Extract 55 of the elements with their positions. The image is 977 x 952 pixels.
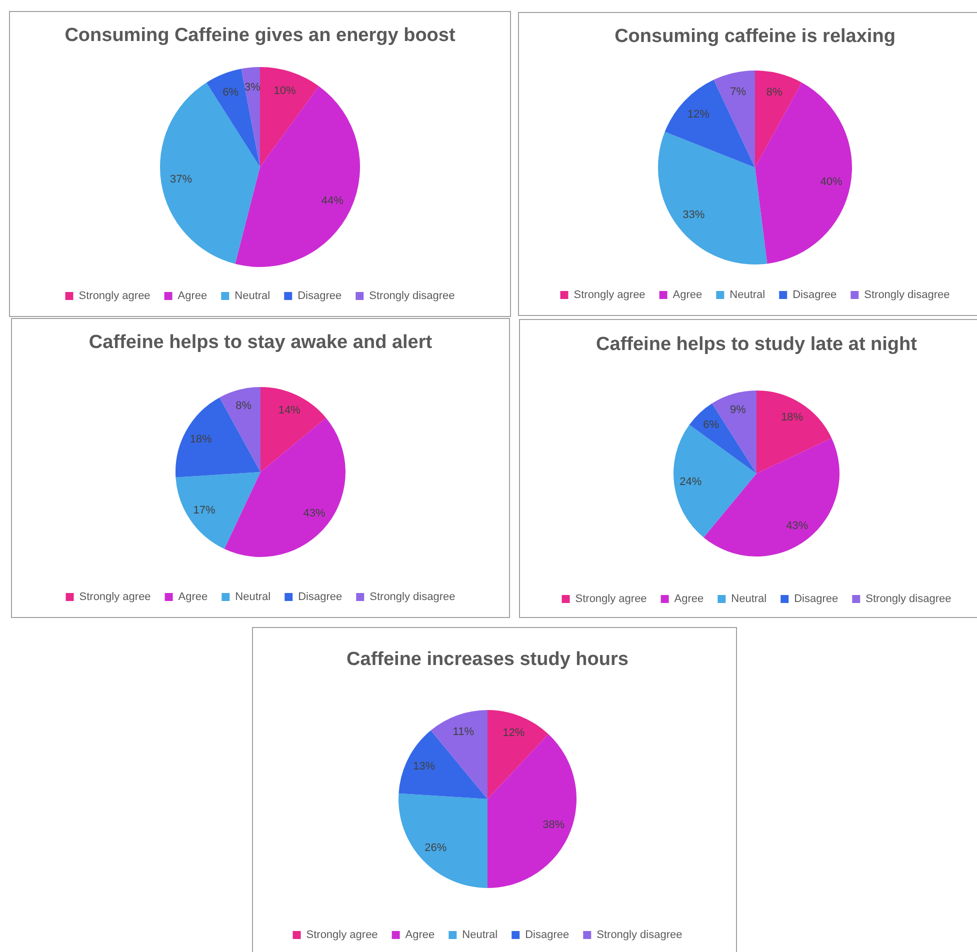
data-label: 11%: [452, 726, 474, 738]
legend-label: Strongly disagree: [596, 929, 682, 942]
legend-label: Strongly agree: [79, 591, 151, 604]
data-label: 12%: [502, 726, 525, 739]
data-label: 10%: [274, 84, 296, 97]
data-label: 8%: [766, 86, 782, 98]
legend-label: Strongly disagree: [864, 289, 950, 302]
data-label: 12%: [687, 108, 710, 120]
legend-label: Disagree: [792, 289, 837, 302]
data-label: 37%: [170, 174, 192, 186]
data-label: 43%: [786, 520, 808, 532]
data-label: 14%: [278, 404, 301, 417]
legend-label: Disagree: [525, 929, 570, 942]
legend-label: Neutral: [462, 929, 498, 942]
legend-label: Agree: [674, 593, 704, 606]
legend-label: Neutral: [235, 591, 271, 604]
data-label: 33%: [682, 209, 705, 222]
legend-label: Agree: [178, 591, 208, 604]
legend-label: Strongly agree: [78, 290, 150, 302]
legend-label: Disagree: [298, 290, 342, 302]
legend-label: Strongly disagree: [370, 591, 456, 604]
legend-label: Neutral: [234, 290, 270, 302]
legend-label: Strongly disagree: [866, 593, 952, 606]
data-label: 8%: [236, 400, 252, 412]
legend-label: Agree: [405, 929, 435, 942]
data-label: 18%: [190, 433, 212, 446]
legend-label: Strongly agree: [575, 593, 647, 606]
data-label: 3%: [244, 81, 261, 94]
data-label: 44%: [321, 195, 344, 208]
legend-label: Agree: [672, 289, 702, 302]
data-label: 9%: [730, 404, 746, 416]
data-label: 38%: [542, 819, 565, 832]
legend-label: Neutral: [731, 593, 767, 606]
legend-label: Neutral: [730, 289, 766, 302]
chart-title: Caffeine helps to stay awake and alert: [88, 332, 433, 354]
legend-label: Disagree: [794, 593, 838, 606]
chart-title: Caffeine helps to study late at night: [596, 334, 918, 356]
legend-label: Strongly agree: [574, 289, 646, 302]
chart-title: Caffeine increases study hours: [346, 649, 628, 670]
data-label: 13%: [413, 760, 436, 773]
chart-title: Consuming caffeine is relaxing: [614, 26, 896, 48]
data-label: 43%: [303, 508, 326, 520]
legend-label: Agree: [178, 290, 208, 302]
data-label: 7%: [730, 86, 746, 98]
data-label: 26%: [424, 842, 447, 854]
legend-label: Strongly agree: [306, 929, 378, 942]
data-label: 40%: [820, 176, 842, 188]
legend-label: Strongly disagree: [369, 290, 455, 302]
data-label: 18%: [781, 411, 804, 424]
data-label: 6%: [703, 419, 720, 432]
legend-label: Disagree: [298, 591, 342, 604]
data-label: 17%: [193, 504, 216, 516]
chart-title: Consuming Caffeine gives an energy boost: [64, 25, 456, 46]
data-label: 6%: [222, 86, 239, 99]
data-label: 24%: [680, 476, 702, 488]
